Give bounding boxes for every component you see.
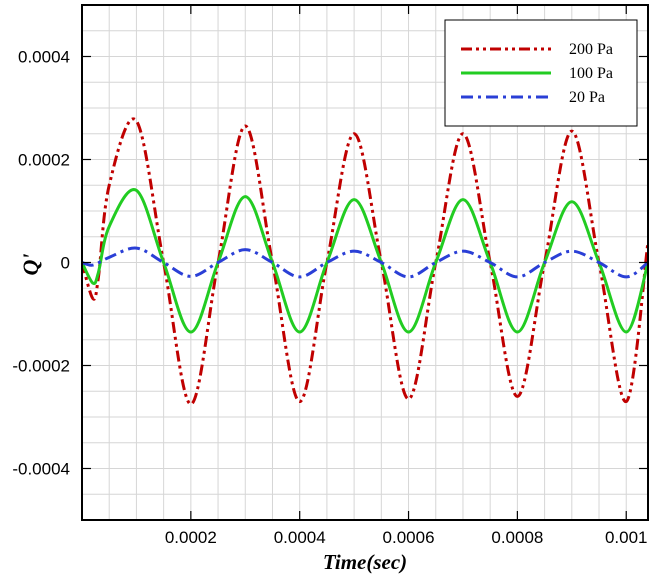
series-line-200-pa xyxy=(82,117,648,406)
x-axis-title: Time(sec) xyxy=(323,550,407,574)
legend-label: 100 Pa xyxy=(569,65,613,82)
y-tick-label: 0.0004 xyxy=(18,48,70,67)
y-tick-label: -0.0002 xyxy=(12,357,70,376)
legend-label: 200 Pa xyxy=(569,41,613,58)
y-tick-label: 0.0002 xyxy=(18,151,70,170)
x-tick-label: 0.0004 xyxy=(274,528,326,547)
y-tick-label: 0 xyxy=(61,254,70,273)
legend: 200 Pa 100 Pa 20 Pa xyxy=(444,19,638,127)
series-line-20-pa xyxy=(82,246,648,279)
x-tick-label: 0.0002 xyxy=(165,528,217,547)
x-tick-label: 0.0006 xyxy=(383,528,435,547)
x-tick-label: 0.0008 xyxy=(491,528,543,547)
legend-label: 20 Pa xyxy=(569,89,605,106)
y-tick-label: -0.0004 xyxy=(12,460,70,479)
x-tick-label: 0.001 xyxy=(605,528,648,547)
series-group xyxy=(82,117,648,406)
ticks: 0.0002 0.0004 0.0006 0.0008 0.001 -0.0004 -0.0… xyxy=(12,5,648,547)
y-axis-title: Q' xyxy=(18,254,43,276)
